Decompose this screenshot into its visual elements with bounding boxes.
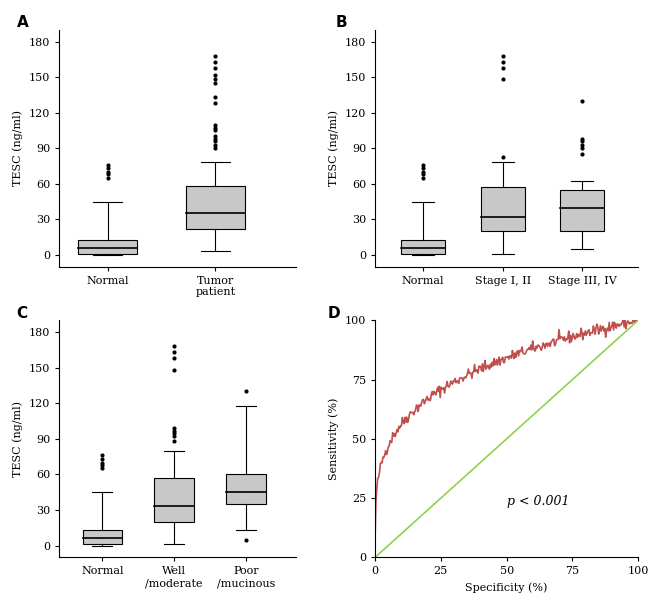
Bar: [155, 478, 194, 522]
Text: C: C: [16, 306, 28, 321]
Text: D: D: [328, 306, 340, 321]
Bar: [82, 530, 122, 544]
Y-axis label: TESC (ng/ml): TESC (ng/ml): [13, 110, 23, 186]
Bar: [186, 186, 245, 229]
Text: p < 0.001: p < 0.001: [507, 495, 569, 508]
X-axis label: Specificity (%): Specificity (%): [465, 582, 548, 592]
Y-axis label: Sensitivity (%): Sensitivity (%): [328, 398, 339, 480]
Bar: [78, 240, 138, 254]
Y-axis label: TESC (ng/ml): TESC (ng/ml): [13, 401, 23, 477]
Bar: [561, 190, 604, 231]
Bar: [401, 240, 445, 254]
Y-axis label: TESC (ng/ml): TESC (ng/ml): [328, 110, 339, 186]
Text: A: A: [16, 15, 28, 30]
Text: B: B: [336, 15, 347, 30]
Bar: [226, 474, 266, 504]
Bar: [481, 187, 524, 231]
